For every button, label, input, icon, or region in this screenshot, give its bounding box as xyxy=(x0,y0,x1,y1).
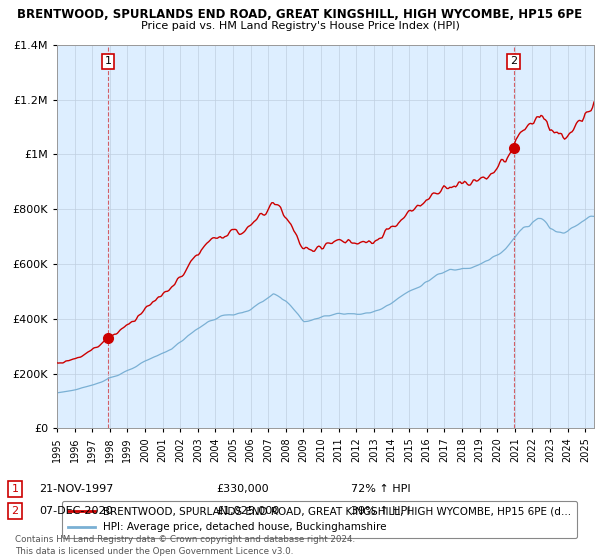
Text: 2: 2 xyxy=(510,57,517,66)
Text: 72% ↑ HPI: 72% ↑ HPI xyxy=(351,484,410,494)
Text: Contains HM Land Registry data © Crown copyright and database right 2024.
This d: Contains HM Land Registry data © Crown c… xyxy=(15,535,355,556)
Text: BRENTWOOD, SPURLANDS END ROAD, GREAT KINGSHILL, HIGH WYCOMBE, HP15 6PE: BRENTWOOD, SPURLANDS END ROAD, GREAT KIN… xyxy=(17,8,583,21)
Text: 21-NOV-1997: 21-NOV-1997 xyxy=(39,484,113,494)
Text: £1,025,000: £1,025,000 xyxy=(216,506,279,516)
Text: Price paid vs. HM Land Registry's House Price Index (HPI): Price paid vs. HM Land Registry's House … xyxy=(140,21,460,31)
Text: 2: 2 xyxy=(11,506,19,516)
Text: 1: 1 xyxy=(104,57,112,66)
Legend: BRENTWOOD, SPURLANDS END ROAD, GREAT KINGSHILL, HIGH WYCOMBE, HP15 6PE (d…, HPI:: BRENTWOOD, SPURLANDS END ROAD, GREAT KIN… xyxy=(62,501,577,539)
Text: 1: 1 xyxy=(11,484,19,494)
Text: 07-DEC-2020: 07-DEC-2020 xyxy=(39,506,113,516)
Text: 39% ↑ HPI: 39% ↑ HPI xyxy=(351,506,410,516)
Text: £330,000: £330,000 xyxy=(216,484,269,494)
